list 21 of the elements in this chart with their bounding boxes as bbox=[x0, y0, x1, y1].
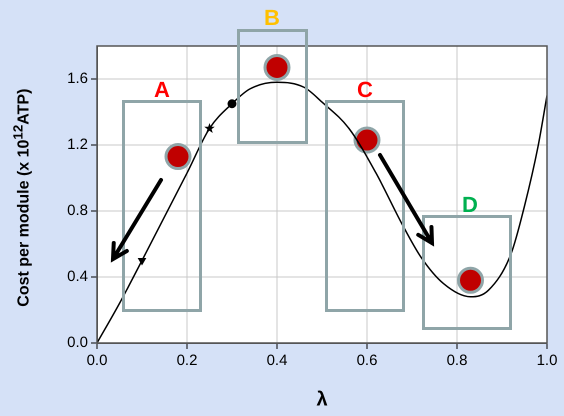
x-axis-title: λ bbox=[316, 388, 328, 411]
y-tick-label: 1.6 bbox=[67, 70, 88, 88]
x-tick-label: 0.2 bbox=[176, 352, 198, 370]
x-tick-label: 0.4 bbox=[266, 352, 288, 370]
y-tick-label: 0.0 bbox=[67, 334, 88, 352]
text: B bbox=[264, 5, 280, 31]
x-tick-label: 0.0 bbox=[86, 352, 108, 370]
y-tick-label: 0.4 bbox=[67, 268, 88, 286]
annotation: D bbox=[462, 192, 478, 218]
point bbox=[354, 126, 380, 154]
point bbox=[264, 54, 290, 81]
y-tick-label: 0.8 bbox=[67, 202, 88, 220]
annotation: A bbox=[154, 77, 170, 103]
annotation: C bbox=[357, 77, 373, 103]
x-tick-label: 0.6 bbox=[356, 352, 378, 370]
point bbox=[457, 266, 484, 294]
point bbox=[164, 143, 192, 170]
x-tick-label: 0.8 bbox=[446, 352, 468, 370]
y-tick-label: 1.2 bbox=[67, 136, 88, 154]
point bbox=[204, 123, 215, 133]
x-tick-label: 1.0 bbox=[536, 352, 558, 370]
